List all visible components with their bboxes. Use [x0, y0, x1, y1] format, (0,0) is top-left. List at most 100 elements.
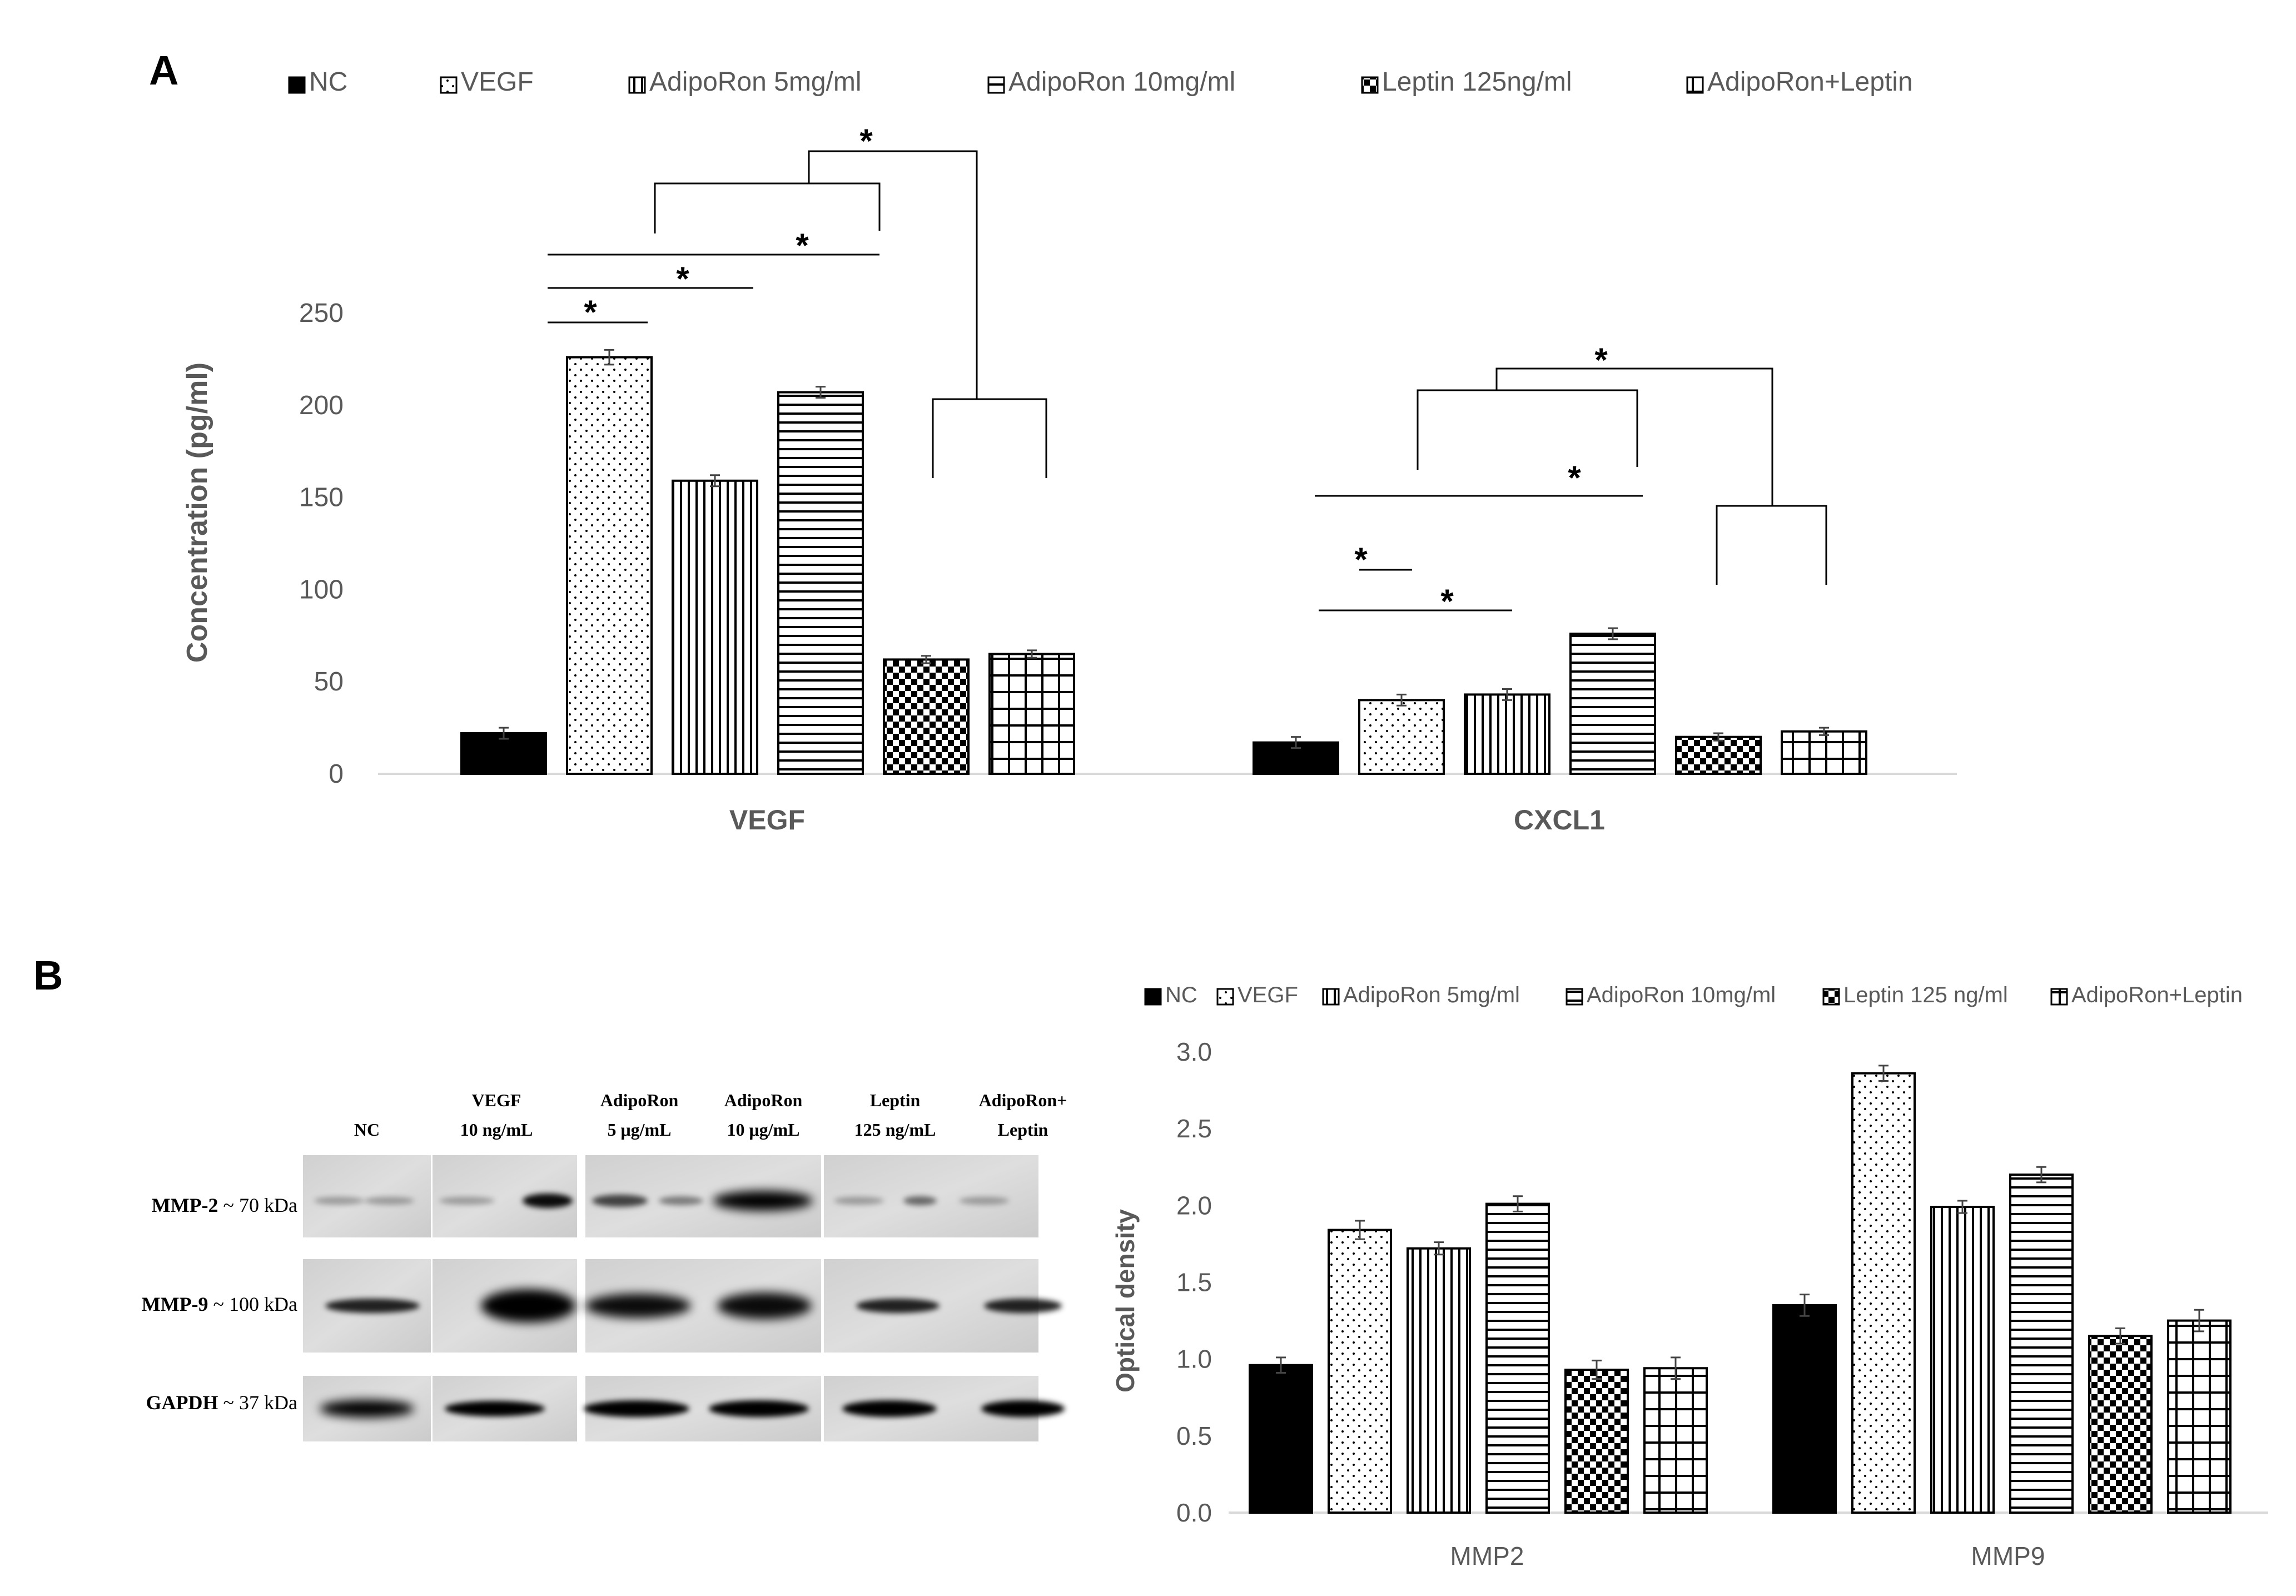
- category-label-mmp9: MMP9: [1971, 1542, 2045, 1570]
- sig-bracket-vegf-upper: [654, 182, 881, 233]
- error-bar-mmp2-series-5: [1671, 1356, 1681, 1380]
- bar-vegf-series-2: [672, 479, 758, 775]
- blot-protein-name: MMP-2: [152, 1194, 218, 1216]
- chart-a-significance: * * * * * * * *: [548, 122, 1827, 620]
- blot-band-2-1: [445, 1401, 545, 1416]
- legend-swatch-3: [987, 76, 1005, 94]
- bar-mmp2-series-5: [1643, 1367, 1708, 1514]
- legend-label-5: AdipoRon+Leptin: [2071, 983, 2243, 1007]
- y-tick-label: 0.5: [1176, 1421, 1212, 1450]
- y-tick-label: 150: [299, 483, 344, 513]
- error-bar-vegf-series-2: [710, 474, 720, 488]
- bar-mmp9-series-0: [1772, 1304, 1837, 1514]
- blot-band-0-3: [523, 1194, 573, 1208]
- legend-swatch-4: [1822, 988, 1840, 1006]
- western-blot: NC VEGF 10 ng/mL AdipoRon 5 μg/mL AdipoRon 10 …: [142, 1090, 1067, 1441]
- legend-swatch-1: [440, 76, 458, 94]
- category-label-cxcl1: CXCL1: [1514, 804, 1605, 836]
- error-bar-cxcl1-series-5: [1819, 727, 1829, 736]
- blot-band-1-5: [984, 1299, 1062, 1313]
- bar-cxcl1-series-1: [1358, 699, 1445, 775]
- blot-lane-header-5: AdipoRon+: [979, 1090, 1067, 1110]
- blot-row-label-1: MMP-9 ~ 100 kDa: [142, 1293, 297, 1315]
- bar-mmp2-series-0: [1249, 1364, 1313, 1514]
- blot-band-0-5: [659, 1196, 703, 1205]
- legend-label-3: AdipoRon 10mg/ml: [1008, 67, 1235, 97]
- legend-swatch-3: [1566, 988, 1583, 1006]
- chart-b-legend: NC VEGF AdipoRon 5mg/ml AdipoRon 10mg/ml Lep…: [1144, 983, 2243, 1007]
- blot-protein-name: MMP-9: [142, 1293, 208, 1315]
- chart-a-axes: 0 50 100 150 200 250 VEGF CXCL1: [299, 299, 1957, 836]
- sig-bracket-cxcl1-lower: [1716, 505, 1827, 585]
- blot-band-1-2: [585, 1294, 691, 1318]
- bar-vegf-series-5: [988, 653, 1075, 775]
- blot-row-1: [303, 1259, 1062, 1353]
- error-bar-vegf-series-4: [921, 655, 931, 664]
- chart-b-axes: 0.0 0.5 1.0 1.5 2.0 2.5 3.0 MMP2 MMP9: [1176, 1037, 2268, 1570]
- blot-band-0-7: [834, 1197, 884, 1205]
- blot-protein-size: ~ 70 kDa: [218, 1194, 297, 1216]
- legend-label-3: AdipoRon 10mg/ml: [1587, 983, 1776, 1007]
- bar-mmp2-series-4: [1564, 1369, 1629, 1514]
- bar-mmp9-series-3: [2009, 1174, 2074, 1514]
- legend-swatch-0: [1144, 988, 1162, 1006]
- y-tick-label: 1.5: [1176, 1268, 1212, 1297]
- bar-cxcl1-series-3: [1569, 632, 1656, 775]
- blot-band-2-5: [981, 1400, 1065, 1417]
- blot-band-1-3: [717, 1292, 812, 1319]
- error-bar-cxcl1-series-4: [1713, 732, 1723, 742]
- legend-swatch-0: [288, 76, 306, 94]
- bar-cxcl1-series-2: [1464, 693, 1550, 775]
- category-label-mmp2: MMP2: [1450, 1542, 1524, 1570]
- error-bar-mmp2-series-0: [1276, 1356, 1286, 1374]
- y-tick-label: 0.0: [1176, 1498, 1212, 1527]
- blot-lane-header-2: AdipoRon: [600, 1090, 679, 1110]
- chart-a-bars: [460, 349, 1867, 775]
- bar-vegf-series-1: [566, 356, 653, 775]
- category-label-vegf: VEGF: [729, 804, 805, 836]
- blot-membrane-0-3: [824, 1155, 1038, 1237]
- error-bar-mmp9-series-0: [1800, 1294, 1810, 1317]
- blot-band-2-4: [842, 1400, 937, 1417]
- chart-a: NC VEGF AdipoRon 5mg/ml AdipoRon 10mg/ml Lep…: [181, 67, 1957, 836]
- legend-swatch-5: [2050, 988, 2068, 1006]
- y-tick-label: 2.5: [1176, 1114, 1212, 1143]
- error-bar-mmp9-series-5: [2194, 1309, 2204, 1333]
- legend-swatch-5: [1686, 76, 1704, 94]
- sig-star-cxcl1-1: *: [1354, 541, 1368, 578]
- legend-label-1: VEGF: [1238, 983, 1298, 1007]
- blot-lane-subheader-5: Leptin: [998, 1120, 1048, 1140]
- sig-star-vegf-3: *: [796, 227, 809, 264]
- blot-lane-headers: NC VEGF 10 ng/mL AdipoRon 5 μg/mL AdipoRon 10 …: [354, 1090, 1067, 1140]
- blot-membrane-0-0: [303, 1155, 431, 1237]
- blot-lane-header-3: AdipoRon: [724, 1090, 803, 1110]
- bar-cxcl1-series-4: [1675, 735, 1762, 775]
- y-tick-label: 1.0: [1176, 1345, 1212, 1374]
- blot-band-0-8: [903, 1196, 937, 1205]
- error-bar-mmp9-series-4: [2115, 1327, 2125, 1345]
- sig-bracket-cxcl1-connector: [1495, 367, 1773, 506]
- panel-label-a: A: [149, 47, 178, 93]
- sig-star-cxcl1-3: *: [1568, 459, 1581, 496]
- sig-bracket-cxcl1-upper: [1417, 389, 1638, 470]
- bar-mmp9-series-1: [1851, 1072, 1916, 1514]
- panel-label-b: B: [33, 952, 63, 998]
- blot-lane-subheader-4: 125 ng/mL: [854, 1120, 936, 1140]
- sig-bracket-vegf-connector: [808, 150, 978, 399]
- blot-row-label-0: MMP-2 ~ 70 kDa: [152, 1194, 297, 1216]
- error-bar-vegf-series-3: [816, 386, 826, 399]
- bar-mmp9-series-2: [1930, 1206, 1995, 1514]
- bar-vegf-series-4: [883, 658, 970, 775]
- legend-label-0: NC: [1165, 983, 1197, 1007]
- blot-band-0-4: [592, 1195, 648, 1207]
- blot-band-2-3: [709, 1400, 809, 1417]
- blot-lane-header-1: VEGF: [472, 1090, 521, 1110]
- blot-band-1-4: [856, 1299, 940, 1313]
- legend-label-4: Leptin 125ng/ml: [1382, 67, 1572, 97]
- error-bar-vegf-series-1: [604, 349, 614, 366]
- y-tick-label: 50: [314, 667, 344, 697]
- blot-protein-name: GAPDH: [146, 1391, 218, 1414]
- error-bar-vegf-series-0: [499, 727, 509, 740]
- legend-swatch-4: [1361, 76, 1379, 94]
- error-bar-mmp9-series-1: [1878, 1065, 1889, 1082]
